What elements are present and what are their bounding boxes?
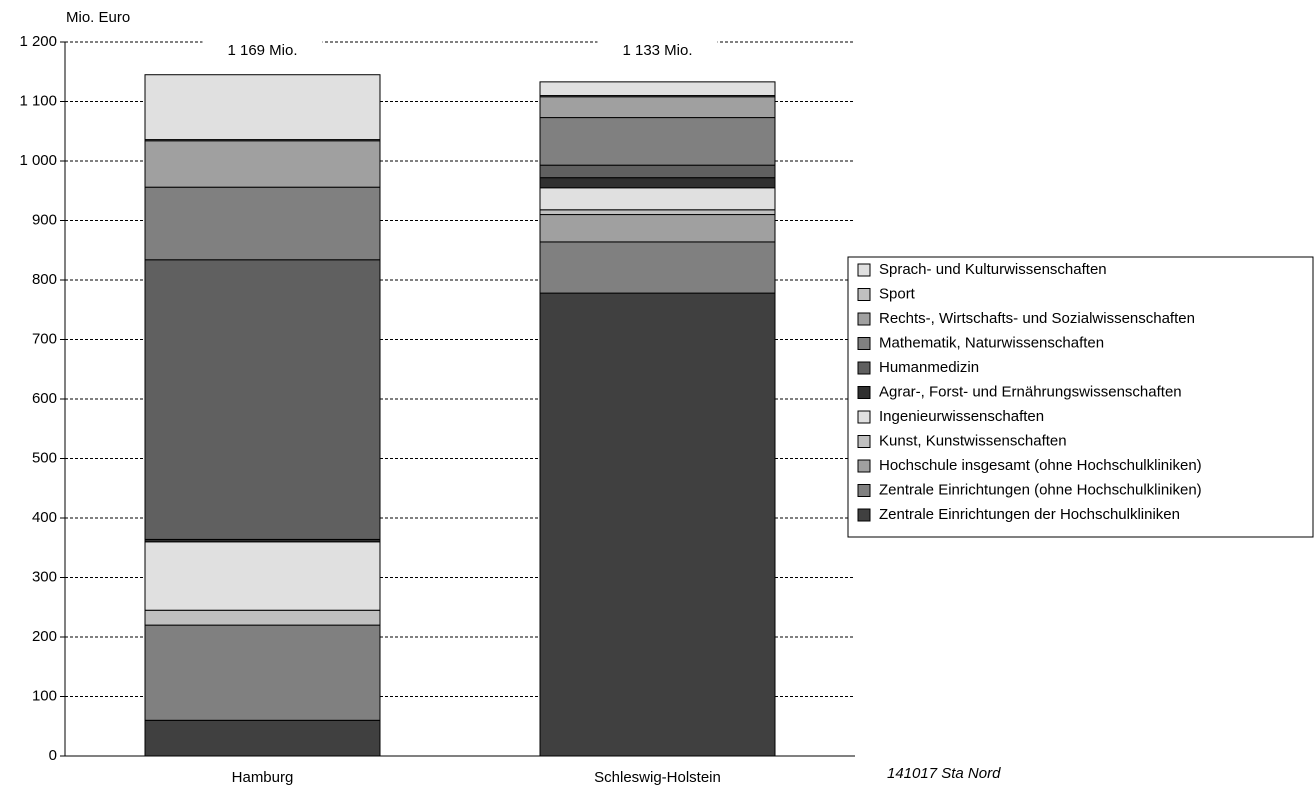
legend-label: Rechts-, Wirtschafts- und Sozialwissensc… (879, 310, 1195, 327)
bar-segment (144, 609, 381, 626)
legend-label: Mathematik, Naturwissenschaften (879, 334, 1104, 351)
total-label-bg (202, 40, 323, 60)
bar-segment (539, 214, 776, 243)
x-tick-label: Schleswig-Holstein (594, 769, 721, 786)
x-tick-label: Hamburg (232, 769, 294, 786)
legend-label: Sprach- und Kulturwissenschaften (879, 261, 1107, 278)
y-tick-label: 100 (32, 687, 57, 704)
legend-swatch (857, 263, 871, 277)
y-tick-label: 600 (32, 390, 57, 407)
bar-segment (144, 186, 381, 261)
legend-label: Humanmedizin (879, 359, 979, 376)
y-tick-label: 1 200 (19, 33, 57, 50)
bar-segment (539, 187, 776, 211)
y-tick-label: 900 (32, 211, 57, 228)
y-tick-label: 1 000 (19, 152, 57, 169)
bar-segment (144, 719, 381, 757)
total-label-bg (597, 40, 718, 60)
bar-segment (144, 541, 381, 611)
legend-swatch (857, 337, 871, 350)
bar-segment (539, 81, 776, 97)
source-note: 141017 Sta Nord (887, 765, 1001, 782)
legend-swatch (857, 361, 871, 375)
legend-swatch (857, 484, 871, 497)
total-label: 1 169 Mio. (227, 42, 297, 59)
bar-segment (539, 177, 776, 189)
y-tick-label: 400 (32, 509, 57, 526)
legend-label: Zentrale Einrichtungen der Hochschulklin… (879, 506, 1180, 523)
bar-segment (144, 74, 381, 141)
y-tick-label: 0 (49, 747, 57, 764)
bar-segment (539, 209, 776, 216)
y-tick-label: 200 (32, 628, 57, 645)
y-tick-label: 800 (32, 271, 57, 288)
bar-segment (539, 96, 776, 119)
legend-swatch (857, 288, 871, 301)
legend-swatch (857, 312, 871, 326)
y-axis-label: Mio. Euro (66, 9, 130, 26)
y-tick-label: 500 (32, 449, 57, 466)
legend-swatch (857, 435, 871, 448)
legend-label: Ingenieurwissenschaften (879, 408, 1044, 425)
bar-segment (539, 292, 776, 757)
legend-swatch (857, 410, 871, 424)
legend-label: Sport (879, 285, 916, 302)
legend-label: Agrar-, Forst- und Ernährungswissenschaf… (879, 383, 1182, 400)
bar-segment (144, 140, 381, 188)
y-tick-label: 1 100 (19, 92, 57, 109)
y-tick-label: 700 (32, 330, 57, 347)
legend-swatch (857, 386, 871, 399)
legend-label: Zentrale Einrichtungen (ohne Hochschulkl… (879, 481, 1202, 498)
total-label: 1 133 Mio. (622, 42, 692, 59)
legend-label: Hochschule insgesamt (ohne Hochschulklin… (879, 457, 1202, 474)
bar-segment (539, 117, 776, 166)
legend-swatch (857, 508, 871, 522)
legend-swatch (857, 459, 871, 473)
bar-segment (144, 624, 381, 721)
legend-box (847, 256, 1314, 538)
bar-segment (539, 241, 776, 294)
bar-segment (144, 259, 381, 540)
y-tick-label: 300 (32, 568, 57, 585)
legend-label: Kunst, Kunstwissenschaften (879, 432, 1067, 449)
bar-segment (539, 164, 776, 179)
